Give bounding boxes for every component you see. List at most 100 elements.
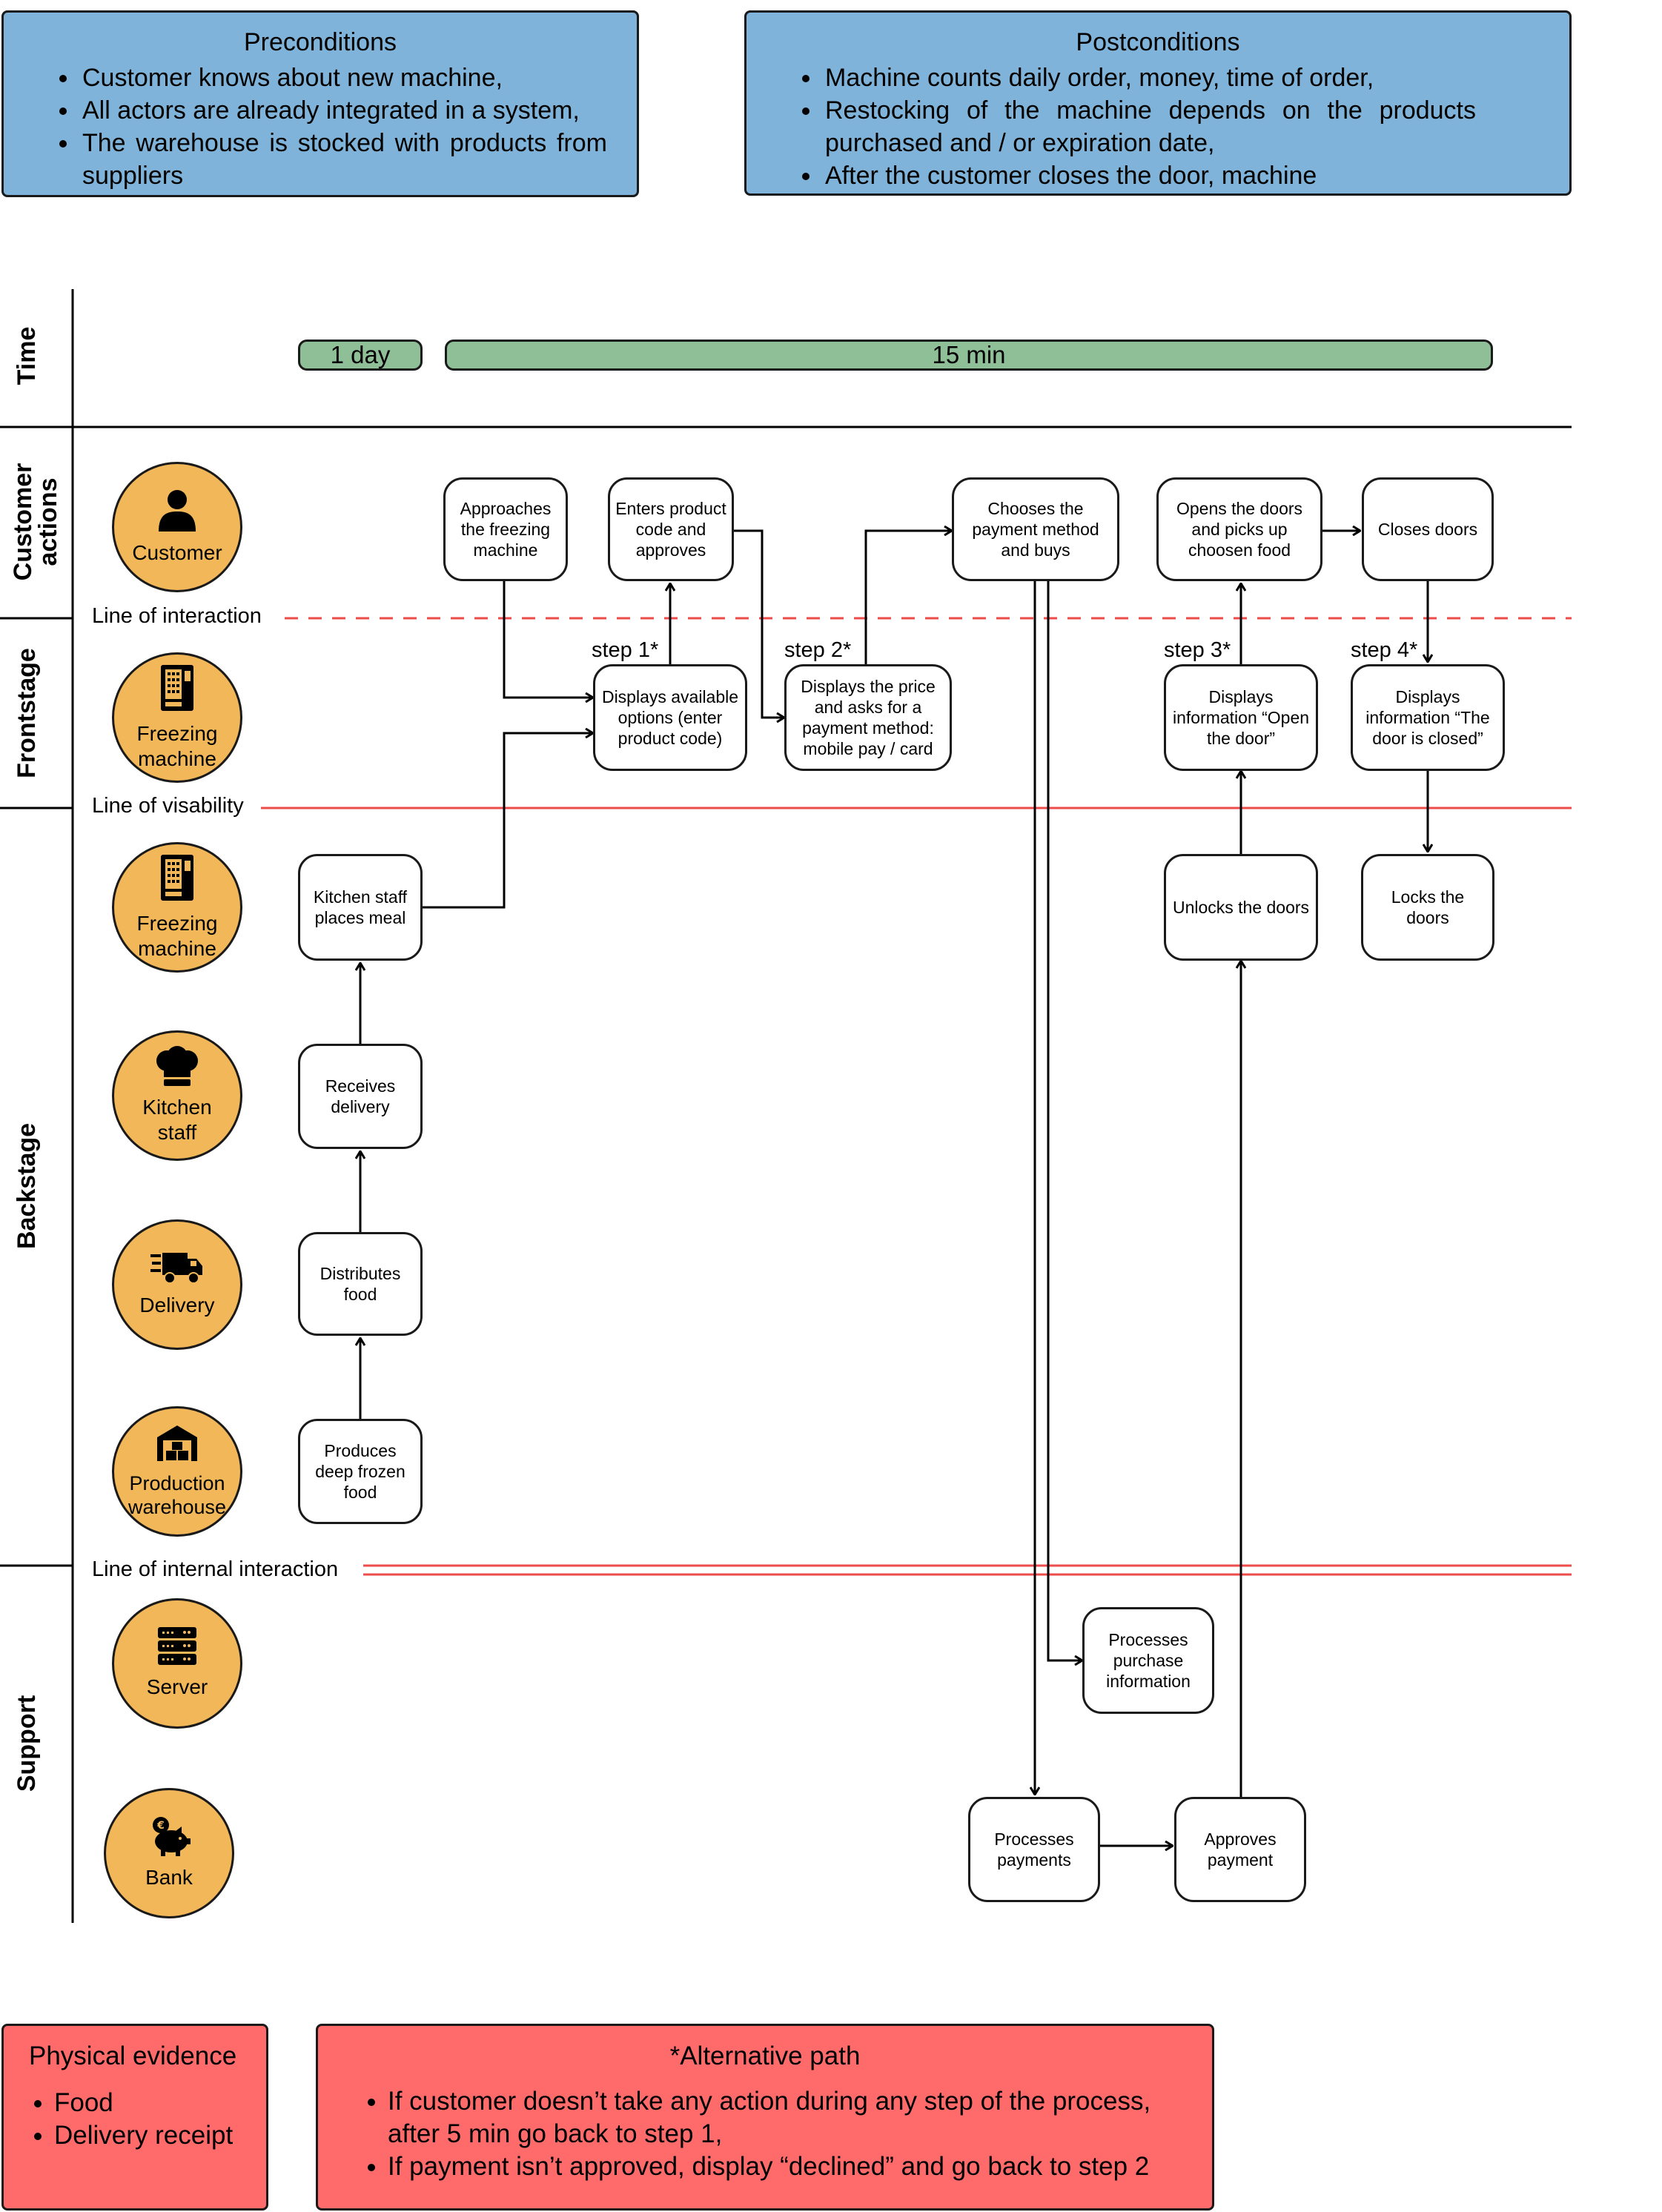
actor-warehouse-label: Production warehouse bbox=[128, 1472, 227, 1518]
arrow-kitchen-to-options bbox=[423, 733, 593, 909]
lane-support: Support bbox=[13, 1695, 41, 1792]
time-bar-day-label: 1 day bbox=[330, 341, 391, 368]
line-of-visibility-label: Line of visability bbox=[92, 794, 244, 818]
step-closes-label: Closes doors bbox=[1377, 520, 1478, 539]
arrow-price-to-chooses bbox=[864, 531, 952, 664]
line-of-internal-interaction-label: Line of internal interaction bbox=[92, 1557, 339, 1581]
alternative-path-title: *Alternative path bbox=[669, 2042, 861, 2070]
lane-frontstage: Frontstage bbox=[13, 648, 41, 778]
step-label-1: step 1* bbox=[592, 638, 659, 662]
arrow-chooses-to-purchase bbox=[1047, 581, 1082, 1660]
alternative-path-item: If payment isn’t approved, display “decl… bbox=[388, 2150, 1190, 2183]
step-processes-purchase-label: Processes purchase information bbox=[1106, 1630, 1191, 1691]
actor-freezing-front-label: Freezing machine bbox=[136, 722, 218, 770]
step-processes-payments-label: Processes payments bbox=[994, 1829, 1074, 1870]
postcondition-item: Machine counts daily order, money, time … bbox=[822, 62, 1476, 94]
step-chooses-payment: Chooses the payment method and buys bbox=[952, 477, 1119, 581]
step-displays-closed-label: Displays information “The door is closed… bbox=[1365, 687, 1490, 748]
postconditions-list: Machine counts daily order, money, time … bbox=[746, 62, 1569, 192]
step-displays-price-label: Displays the price and asks for a paymen… bbox=[801, 677, 936, 758]
precondition-item: Customer knows about new machine, bbox=[79, 62, 607, 94]
step-receives-label: Receives delivery bbox=[325, 1076, 396, 1116]
step-opens-doors: Opens the doors and picks up choosen foo… bbox=[1156, 477, 1322, 581]
step-displays-door-closed: Displays information “The door is closed… bbox=[1351, 664, 1505, 771]
actor-customer: Customer bbox=[112, 462, 242, 592]
vending-machine-icon bbox=[159, 853, 195, 908]
step-kitchen-places-meal: Kitchen staff places meal bbox=[298, 854, 423, 961]
alternative-path-item: If customer doesn’t take any action duri… bbox=[388, 2085, 1190, 2150]
step-unlocks-doors: Unlocks the doors bbox=[1164, 854, 1318, 961]
step-kitchen-places-label: Kitchen staff places meal bbox=[313, 887, 408, 927]
step-enters-code: Enters product code and approves bbox=[608, 477, 734, 581]
postcondition-item: After the customer closes the door, mach… bbox=[822, 159, 1476, 192]
step-receives-delivery: Receives delivery bbox=[298, 1044, 423, 1149]
step-distributes-food: Distributes food bbox=[298, 1232, 423, 1336]
step-distributes-label: Distributes food bbox=[320, 1264, 401, 1304]
precondition-item: All actors are already integrated in a s… bbox=[79, 94, 607, 127]
person-icon bbox=[157, 489, 197, 537]
lane-customer-actions-label: Customer actions bbox=[9, 463, 62, 581]
step-enters-label: Enters product code and approves bbox=[615, 499, 726, 560]
actor-freezing-back-label: Freezing machine bbox=[136, 912, 218, 960]
step-produces-label: Produces deep frozen food bbox=[315, 1441, 405, 1502]
physical-evidence-list: Food Delivery receipt bbox=[29, 2087, 266, 2152]
actor-server-label: Server bbox=[146, 1675, 208, 1698]
actor-server: Server bbox=[112, 1598, 242, 1729]
actor-freezing-machine-back: Freezing machine bbox=[112, 842, 242, 973]
time-bar-day: 1 day bbox=[298, 340, 423, 371]
actor-production-warehouse: Production warehouse bbox=[112, 1406, 242, 1537]
preconditions-title: Preconditions bbox=[243, 28, 397, 56]
actor-kitchen-staff: Kitchen staff bbox=[112, 1030, 242, 1161]
lane-backstage: Backstage bbox=[13, 1122, 41, 1250]
step-approves-label: Approves payment bbox=[1204, 1829, 1277, 1870]
actor-bank-label: Bank bbox=[145, 1866, 193, 1889]
step-processes-purchase: Processes purchase information bbox=[1082, 1607, 1214, 1714]
actor-delivery-label: Delivery bbox=[139, 1294, 215, 1317]
step-locks-doors: Locks the doors bbox=[1361, 854, 1494, 961]
physical-evidence-title: Physical evidence bbox=[29, 2042, 237, 2070]
piggy-bank-icon: € bbox=[148, 1816, 191, 1862]
truck-icon bbox=[150, 1251, 204, 1290]
step-label-3: step 3* bbox=[1164, 638, 1231, 662]
step-displays-options-label: Displays available options (enter produc… bbox=[601, 687, 739, 748]
step-displays-options: Displays available options (enter produc… bbox=[593, 664, 747, 771]
warehouse-icon bbox=[156, 1424, 199, 1468]
actor-kitchen-label: Kitchen staff bbox=[142, 1096, 212, 1144]
precondition-item: The warehouse is stocked with products f… bbox=[79, 127, 607, 192]
preconditions-list: Customer knows about new machine, All ac… bbox=[4, 62, 637, 192]
line-of-interaction-label: Line of interaction bbox=[92, 604, 262, 628]
svg-text:€: € bbox=[156, 1820, 165, 1832]
step-processes-payments: Processes payments bbox=[968, 1797, 1100, 1902]
step-chooses-label: Chooses the payment method and buys bbox=[972, 499, 1099, 560]
postcondition-item: Restocking of the machine depends on the… bbox=[822, 94, 1476, 159]
physical-evidence-panel: Physical evidence Food Delivery receipt bbox=[1, 2024, 268, 2211]
physical-evidence-item: Food bbox=[54, 2087, 266, 2119]
actor-bank: € Bank bbox=[104, 1788, 234, 1918]
lane-time: Time bbox=[13, 326, 41, 385]
actor-customer-label: Customer bbox=[132, 541, 222, 564]
arrow-enters-to-price bbox=[734, 529, 784, 718]
step-label-2: step 2* bbox=[784, 638, 852, 662]
postconditions-panel: Postconditions Machine counts daily orde… bbox=[744, 10, 1572, 196]
step-approaches-label: Approaches the freezing machine bbox=[460, 499, 552, 560]
step-unlocks-label: Unlocks the doors bbox=[1172, 898, 1310, 917]
step-displays-open-door: Displays information “Open the door” bbox=[1164, 664, 1318, 771]
time-bar-min: 15 min bbox=[445, 340, 1493, 371]
step-closes-doors: Closes doors bbox=[1362, 477, 1494, 581]
lane-customer-actions: Customer actions bbox=[9, 459, 62, 585]
server-icon bbox=[156, 1627, 198, 1672]
postconditions-title: Postconditions bbox=[1076, 28, 1240, 56]
step-approaches-machine: Approaches the freezing machine bbox=[443, 477, 568, 581]
actor-freezing-machine-front: Freezing machine bbox=[112, 652, 242, 783]
step-displays-open-label: Displays information “Open the door” bbox=[1172, 687, 1310, 748]
chef-hat-icon bbox=[155, 1046, 199, 1092]
step-produces-food: Produces deep frozen food bbox=[298, 1419, 423, 1524]
vending-machine-icon bbox=[159, 663, 195, 718]
step-opens-label: Opens the doors and picks up choosen foo… bbox=[1176, 499, 1303, 560]
alternative-path-list: If customer doesn’t take any action duri… bbox=[318, 2085, 1190, 2183]
step-displays-price: Displays the price and asks for a paymen… bbox=[784, 664, 952, 771]
actor-delivery: Delivery bbox=[112, 1219, 242, 1350]
arrow-approaches-to-options bbox=[503, 581, 593, 698]
step-approves-payment: Approves payment bbox=[1174, 1797, 1306, 1902]
